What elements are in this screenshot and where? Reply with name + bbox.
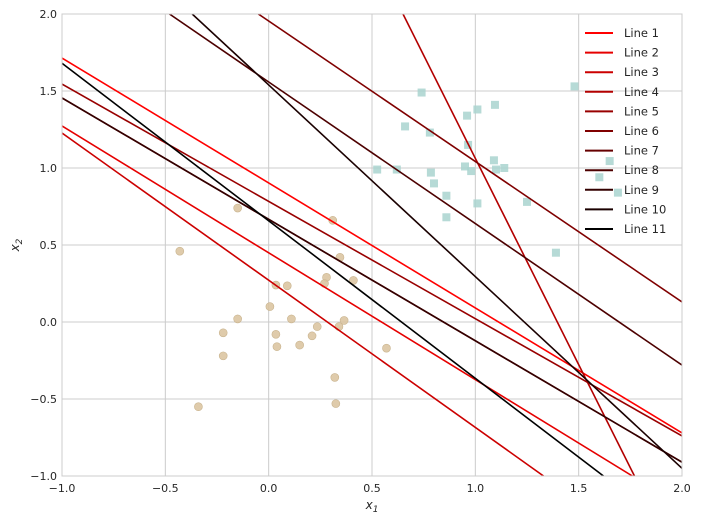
series-line-4 xyxy=(402,14,636,476)
y-tick-label: −1.0 xyxy=(30,470,57,483)
class-0-point xyxy=(233,203,242,213)
plot-frame xyxy=(61,13,683,477)
series-line-9 xyxy=(62,97,682,463)
x-axis-label: x1 xyxy=(365,498,379,515)
class-1-point xyxy=(551,248,560,257)
class-1-point xyxy=(463,111,472,120)
class-0-point xyxy=(339,316,349,325)
class-0-point xyxy=(233,314,242,324)
decision-lines xyxy=(62,14,682,476)
class-0-point xyxy=(218,351,228,361)
class-1-point xyxy=(570,82,579,91)
legend-label: Line 6 xyxy=(624,124,659,138)
y-tick-label: 0.5 xyxy=(40,239,58,252)
class-0-point xyxy=(282,281,292,291)
legend-label: Line 9 xyxy=(624,183,659,197)
legend-label: Line 8 xyxy=(624,163,659,177)
class-0-point xyxy=(271,330,281,339)
y-tick-label: 1.0 xyxy=(40,162,58,175)
y-axis-label: x2 xyxy=(8,238,25,252)
class-1-point xyxy=(426,168,435,177)
class-0-point xyxy=(272,342,282,351)
x-tick-label: 2.0 xyxy=(673,482,691,495)
series-line-11 xyxy=(62,62,604,476)
legend-label: Line 5 xyxy=(624,104,659,118)
class-1-point xyxy=(595,173,604,182)
y-tick-label: 0.0 xyxy=(40,316,58,329)
class-1-point xyxy=(500,164,509,172)
class-0-point xyxy=(382,343,391,353)
class-1-point xyxy=(425,128,434,137)
class-0-point xyxy=(218,328,228,338)
x-tick-label: −0.5 xyxy=(152,482,179,495)
class-1-point xyxy=(523,197,531,206)
class-0-point xyxy=(330,373,340,382)
y-tick-label: 1.5 xyxy=(40,85,58,98)
class-1-point xyxy=(473,105,482,114)
class-1-point xyxy=(467,167,476,176)
class-0-point xyxy=(312,322,322,331)
y-tick-labels: −1.0 −0.5 0.0 0.5 1.0 1.5 2.0 xyxy=(30,8,57,483)
series-line-6 xyxy=(257,14,682,303)
legend-label: Line 7 xyxy=(624,144,659,158)
class-1-point xyxy=(442,191,451,200)
x-tick-label: 1.5 xyxy=(570,482,588,495)
class-0-point xyxy=(295,340,304,350)
series-line-2 xyxy=(62,125,633,476)
scatter-points xyxy=(175,82,622,412)
series-line-1 xyxy=(62,57,682,434)
legend-label: Line 10 xyxy=(624,202,666,216)
legend-label: Line 2 xyxy=(624,46,659,60)
legend-label: Line 4 xyxy=(624,85,659,99)
legend: Line 1 Line 2 Line 3 Line 4 Line 5 Line 6 Line… xyxy=(585,26,666,236)
class-1-point xyxy=(473,199,482,208)
class-1-point xyxy=(489,156,498,165)
class-1-point xyxy=(430,179,438,188)
class-1-point xyxy=(492,165,500,174)
x-tick-label: 0.5 xyxy=(363,482,381,495)
x-tick-label: 0.0 xyxy=(260,482,278,495)
class-1-point xyxy=(613,188,622,197)
class-1-point xyxy=(442,213,451,222)
x-tick-labels: −1.0 −0.5 0.0 0.5 1.0 1.5 2.0 xyxy=(49,482,691,495)
x-tick-label: 1.0 xyxy=(467,482,485,495)
class-1-point xyxy=(605,157,614,166)
class-0-point xyxy=(331,399,341,408)
series-line-3 xyxy=(62,132,544,476)
class-0-point xyxy=(265,302,275,311)
class-0-point xyxy=(175,246,185,256)
class-1-point xyxy=(490,100,499,109)
y-tick-label: 2.0 xyxy=(40,8,58,21)
class-0-point xyxy=(287,314,296,324)
class-1-point xyxy=(401,122,410,131)
legend-label: Line 3 xyxy=(624,65,659,79)
class-1-point xyxy=(417,88,426,97)
x-tick-label: −1.0 xyxy=(49,482,76,495)
legend-label: Line 1 xyxy=(624,26,659,40)
legend-label: Line 11 xyxy=(624,222,666,236)
class-1-point xyxy=(373,165,382,174)
class-0-point xyxy=(194,402,203,412)
y-tick-label: −0.5 xyxy=(30,393,57,406)
series-line-10 xyxy=(191,14,682,469)
class-1-point xyxy=(461,162,469,171)
class-0-point xyxy=(307,331,317,341)
